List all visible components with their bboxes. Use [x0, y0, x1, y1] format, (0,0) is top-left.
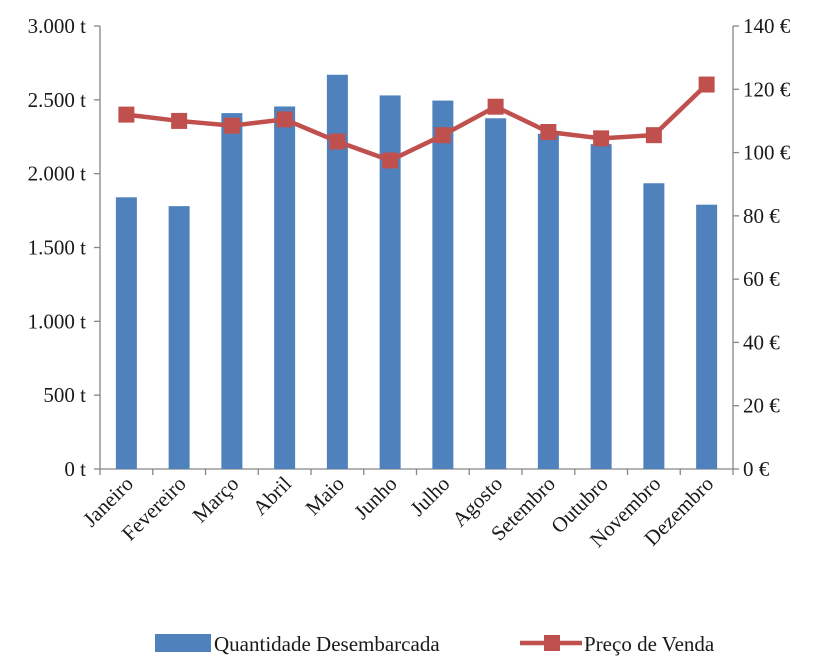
- line-marker: [593, 130, 610, 147]
- bar: [696, 204, 718, 469]
- axes-group: [99, 26, 734, 475]
- bar: [221, 113, 243, 469]
- right-tick-label: 40 €: [743, 330, 780, 354]
- category-label: Junho: [349, 472, 401, 524]
- line-marker: [223, 117, 240, 134]
- left-tick-label: 0 t: [64, 457, 86, 481]
- bar: [590, 144, 612, 469]
- category-label: Março: [188, 472, 244, 528]
- right-tick-label: 0 €: [743, 457, 770, 481]
- bar-series-group: [115, 74, 718, 470]
- line-marker: [434, 127, 451, 144]
- bar: [115, 197, 137, 469]
- right-tick-label: 60 €: [743, 267, 780, 291]
- bar: [274, 106, 296, 469]
- bar: [326, 74, 348, 469]
- left-tick-label: 2.500 t: [28, 88, 87, 112]
- left-tick-label: 3.000 t: [28, 14, 87, 38]
- right-axis-ticks: 0 € 20 € 40 € 60 € 80 € 100 € 120 € 140 €: [733, 14, 791, 481]
- right-tick-label: 100 €: [743, 141, 791, 165]
- left-axis-ticks: 0 t 500 t 1.000 t 1.500 t 2.000 t 2.500 t 3.00…: [28, 14, 100, 481]
- left-tick-label: 1.500 t: [28, 236, 87, 260]
- legend-line-marker: [544, 635, 560, 651]
- bar: [485, 118, 507, 470]
- right-tick-label: 20 €: [743, 394, 780, 418]
- line-marker: [645, 127, 662, 144]
- bar: [379, 95, 401, 470]
- legend-bar-label: Quantidade Desembarcada: [214, 632, 440, 656]
- right-tick-label: 80 €: [743, 204, 780, 228]
- bar: [537, 133, 559, 469]
- line-marker: [540, 124, 557, 141]
- bar: [432, 100, 454, 470]
- line-marker: [171, 112, 188, 129]
- line-marker: [329, 133, 346, 150]
- legend-line-label: Preço de Venda: [584, 632, 715, 656]
- left-tick-label: 500 t: [43, 383, 86, 407]
- line-marker: [698, 76, 715, 93]
- right-tick-label: 140 €: [743, 14, 791, 38]
- bar: [643, 183, 665, 469]
- legend-bar-swatch: [155, 634, 211, 652]
- line-marker: [487, 98, 504, 115]
- line-series-group: [118, 76, 715, 169]
- line-marker: [118, 106, 135, 123]
- category-label: Abril: [248, 471, 296, 519]
- legend: Quantidade Desembarcada Preço de Venda: [155, 632, 715, 656]
- left-tick-label: 1.000 t: [28, 309, 87, 333]
- bar: [168, 206, 190, 470]
- left-tick-label: 2.000 t: [28, 162, 87, 186]
- right-tick-label: 120 €: [743, 77, 791, 101]
- category-label: Maio: [301, 472, 349, 520]
- line-marker: [276, 111, 293, 128]
- line-path: [126, 82, 709, 163]
- line-marker: [382, 152, 399, 169]
